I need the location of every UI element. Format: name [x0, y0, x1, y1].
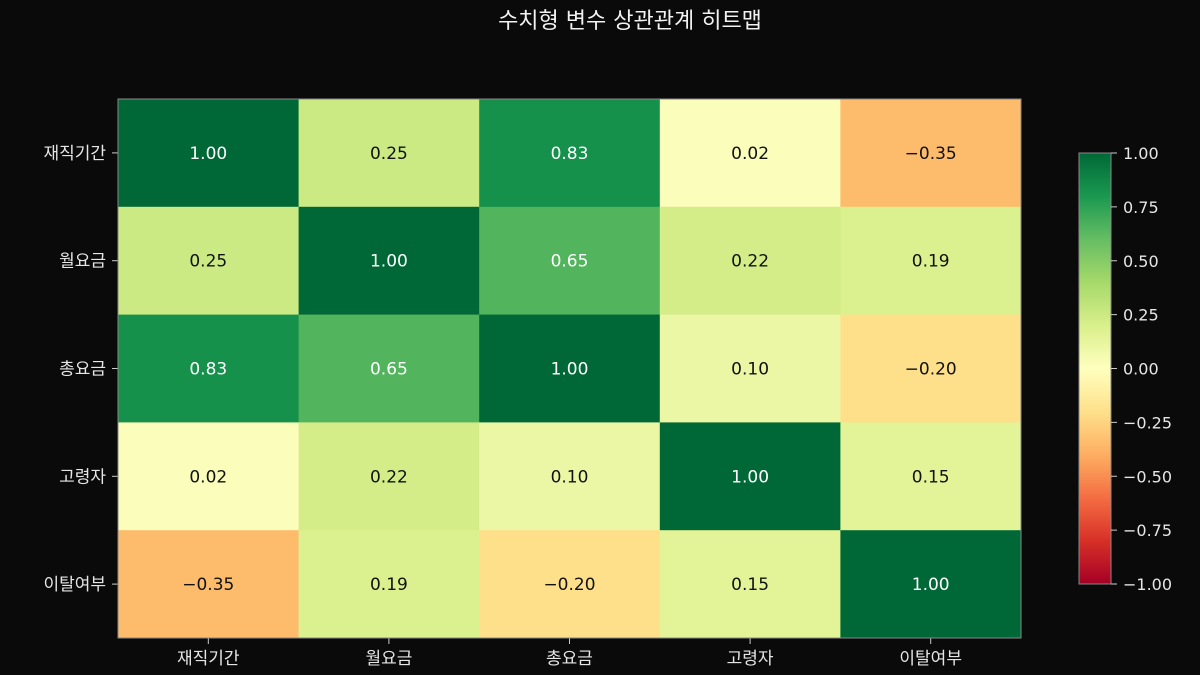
colorbar-tick-label: −0.25 [1123, 413, 1172, 432]
colorbar-tick-label: 0.25 [1123, 306, 1159, 325]
cell-value-label: 0.15 [912, 467, 950, 487]
heatmap-cell [118, 99, 300, 208]
plot-frame [117, 98, 1022, 639]
heatmap-cell [479, 530, 661, 639]
cell-value-label: 1.00 [731, 467, 769, 487]
heatmap-cell [298, 314, 480, 423]
heatmap-cell [479, 422, 661, 531]
heatmap-cell [840, 314, 1022, 423]
cell-value-label: 0.15 [731, 575, 769, 595]
colorbar [1078, 152, 1112, 585]
cell-value-label: 0.10 [731, 360, 769, 380]
heatmap-cell [840, 422, 1022, 531]
heatmap-cell [479, 206, 661, 316]
cell-value-label: 0.02 [189, 467, 227, 487]
cell-value-label: 0.22 [370, 467, 408, 487]
heatmap-cell [298, 206, 480, 316]
cell-value-label: 1.00 [912, 575, 950, 595]
heatmap-cell [298, 99, 480, 208]
cell-value-label: −0.35 [905, 144, 957, 164]
chart-title: 수치형 변수 상관관계 히트맵 [498, 9, 762, 34]
heatmap-cell [118, 530, 300, 639]
heatmap-cell [479, 99, 661, 208]
cell-value-label: −0.35 [182, 575, 234, 595]
cell-value-label: 1.00 [370, 252, 408, 272]
heatmap-cell [659, 99, 841, 208]
colorbar-tick-label: 1.00 [1123, 144, 1159, 163]
cell-value-label: 0.02 [731, 144, 769, 164]
colorbar-tick-label: 0.50 [1123, 252, 1159, 271]
heatmap-cells [118, 99, 1022, 639]
cell-value-label: 0.83 [551, 144, 589, 164]
cell-value-label: 0.25 [370, 144, 408, 164]
cell-value-label: −0.20 [905, 360, 957, 380]
colorbar-tick-labels: 1.00 0.75 0.50 0.25 0.00 −0.25 −0.50 −0.75 −1.00 [1111, 144, 1172, 594]
heatmap-cell [840, 99, 1022, 208]
cell-value-label: −0.20 [543, 575, 595, 595]
x-tick-label: 월요금 [365, 649, 412, 669]
colorbar-tick-label: −1.00 [1123, 575, 1172, 594]
heatmap-cell [118, 206, 300, 316]
x-tick-label: 이탈여부 [899, 649, 962, 669]
colorbar-tick-label: 0.75 [1123, 198, 1159, 217]
x-tick-label: 고령자 [727, 649, 774, 669]
cell-value-label: 0.22 [731, 252, 769, 272]
x-axis-tick-labels: 재직기간 월요금 총요금 고령자 이탈여부 [177, 638, 962, 669]
heatmap-cell [840, 530, 1022, 639]
colorbar-tick-label: −0.75 [1123, 521, 1172, 540]
x-tick-label: 총요금 [546, 649, 593, 669]
y-tick-label: 월요금 [59, 252, 106, 272]
heatmap-cell [659, 422, 841, 531]
y-tick-label: 재직기간 [43, 144, 106, 164]
cell-value-label: 0.10 [551, 467, 589, 487]
heatmap-cell [118, 314, 300, 423]
heatmap-cell [840, 206, 1022, 316]
cell-value-label: 0.83 [189, 360, 227, 380]
colorbar-tick-label: −0.50 [1123, 467, 1172, 486]
cell-value-labels: 1.00 0.25 0.83 0.02 −0.35 0.25 1.00 0.65 0.22 0.1… [182, 144, 957, 595]
heatmap-cell [479, 314, 661, 423]
x-tick-label: 재직기간 [177, 649, 240, 669]
cell-value-label: 0.65 [551, 252, 589, 272]
colorbar-tick-label: 0.00 [1123, 360, 1159, 379]
y-tick-label: 이탈여부 [43, 575, 106, 595]
heatmap-cell [659, 314, 841, 423]
y-tick-label: 총요금 [59, 360, 106, 380]
cell-value-label: 1.00 [551, 360, 589, 380]
cell-value-label: 0.65 [370, 360, 408, 380]
cell-value-label: 1.00 [189, 144, 227, 164]
heatmap-cell [118, 422, 300, 531]
heatmap-cell [298, 422, 480, 531]
heatmap-cell [298, 530, 480, 639]
heatmap-cell [659, 530, 841, 639]
heatmap-cell [659, 206, 841, 316]
cell-value-label: 0.25 [189, 252, 227, 272]
cell-value-label: 0.19 [912, 252, 950, 272]
y-tick-label: 고령자 [59, 467, 106, 487]
cell-value-label: 0.19 [370, 575, 408, 595]
